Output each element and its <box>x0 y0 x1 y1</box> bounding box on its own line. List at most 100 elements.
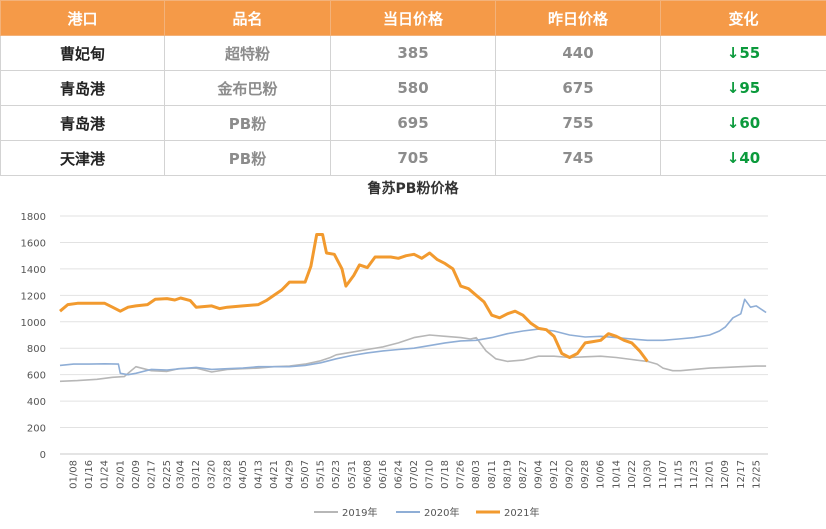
y-tick-label: 1400 <box>21 265 46 276</box>
x-tick-label: 08/27 <box>518 460 529 489</box>
chart-title: 鲁苏PB粉价格 <box>367 180 460 197</box>
x-tick-label: 11/07 <box>658 460 669 489</box>
x-tick-label: 12/25 <box>751 460 762 489</box>
header-port: 港口 <box>0 0 165 36</box>
y-axis: 0 200 400 600 800 1000 1200 1400 1600 1800 <box>21 212 46 461</box>
x-tick-label: 03/20 <box>207 460 218 489</box>
cell-change: ↓55 <box>660 35 826 71</box>
x-tick-label: 09/12 <box>549 460 560 489</box>
cell-product: PB粉 <box>164 105 331 141</box>
x-tick-label: 03/12 <box>191 460 202 489</box>
cell-product: 超特粉 <box>164 35 331 71</box>
x-tick-label: 10/22 <box>627 460 638 489</box>
series-line-2020年 <box>59 298 767 376</box>
y-tick-label: 400 <box>27 397 46 408</box>
cell-change: ↓60 <box>660 105 826 141</box>
y-tick-label: 1800 <box>21 212 46 223</box>
x-tick-label: 09/20 <box>565 460 576 489</box>
x-tick-label: 02/25 <box>162 460 173 489</box>
x-tick-label: 05/31 <box>347 460 358 489</box>
cell-today-price: 695 <box>330 105 496 141</box>
x-tick-label: 01/24 <box>100 460 111 489</box>
x-tick-label: 05/23 <box>331 460 342 489</box>
x-tick-label: 04/05 <box>238 460 249 489</box>
legend-item: 2021年 <box>476 506 539 519</box>
x-tick-label: 08/11 <box>487 460 498 489</box>
x-tick-label: 07/26 <box>456 460 467 489</box>
x-tick-label: 02/17 <box>146 460 157 489</box>
table-header-row: 港口 品名 当日价格 昨日价格 变化 <box>0 0 826 36</box>
x-tick-label: 11/23 <box>689 460 700 489</box>
y-tick-label: 1600 <box>21 238 46 249</box>
cell-product: PB粉 <box>164 140 331 176</box>
header-product: 品名 <box>164 0 331 36</box>
y-tick-label: 0 <box>40 450 46 461</box>
x-tick-label: 10/30 <box>642 460 653 489</box>
x-tick-label: 01/08 <box>69 460 80 489</box>
x-tick-label: 05/07 <box>300 460 311 489</box>
x-axis: 01/08 01/16 01/24 02/01 02/09 02/17 02/25 03/04… <box>69 460 763 489</box>
cell-today-price: 580 <box>330 70 496 106</box>
chart-grid <box>60 215 768 455</box>
cell-yesterday-price: 675 <box>495 70 661 106</box>
x-tick-label: 04/13 <box>253 460 264 489</box>
cell-port: 青岛港 <box>0 70 165 106</box>
series-line-2021年 <box>59 233 649 363</box>
legend-label: 2020年 <box>424 506 459 519</box>
cell-port: 天津港 <box>0 140 165 176</box>
cell-yesterday-price: 755 <box>495 105 661 141</box>
x-tick-label: 10/06 <box>596 460 607 489</box>
cell-port: 曹妃甸 <box>0 35 165 71</box>
x-tick-label: 07/10 <box>425 460 436 489</box>
x-tick-label: 06/16 <box>378 460 389 489</box>
x-tick-label: 03/28 <box>222 460 233 489</box>
x-tick-label: 05/15 <box>316 460 327 489</box>
y-tick-label: 800 <box>27 344 46 355</box>
cell-product: 金布巴粉 <box>164 70 331 106</box>
x-tick-label: 06/08 <box>362 460 373 489</box>
price-chart-svg: 鲁苏PB粉价格 0 200 400 600 800 1000 1200 1400 1600 180… <box>21 180 768 519</box>
y-tick-label: 200 <box>27 424 46 435</box>
x-tick-label: 01/16 <box>84 460 95 489</box>
legend-item: 2019年 <box>314 506 377 519</box>
header-yesterday-price: 昨日价格 <box>495 0 661 36</box>
chart-legend: 2019年 2020年 2021年 <box>314 506 539 519</box>
x-tick-label: 12/01 <box>705 460 716 489</box>
x-tick-label: 09/28 <box>580 460 591 489</box>
x-tick-label: 03/04 <box>176 460 187 489</box>
x-tick-label: 12/09 <box>720 460 731 489</box>
series-lines <box>59 233 767 383</box>
price-table: 港口 品名 当日价格 昨日价格 变化 曹妃甸 超特粉 385 440 ↓55 青… <box>0 0 826 176</box>
x-tick-label: 09/04 <box>533 460 544 489</box>
price-chart: 鲁苏PB粉价格 0 200 400 600 800 1000 1200 1400 1600 180… <box>0 166 826 529</box>
table-row: 天津港 PB粉 705 745 ↓40 <box>0 140 826 176</box>
table-row: 青岛港 金布巴粉 580 675 ↓95 <box>0 70 826 106</box>
x-tick-label: 04/29 <box>285 460 296 489</box>
x-tick-label: 07/18 <box>440 460 451 489</box>
x-tick-label: 02/01 <box>115 460 126 489</box>
legend-item: 2020年 <box>396 506 459 519</box>
x-tick-label: 12/17 <box>736 460 747 489</box>
x-tick-label: 02/09 <box>131 460 142 489</box>
x-tick-label: 07/02 <box>409 460 420 489</box>
x-tick-label: 06/24 <box>393 460 404 489</box>
x-tick-label: 10/14 <box>611 460 622 489</box>
legend-label: 2021年 <box>504 506 539 519</box>
legend-label: 2019年 <box>342 506 377 519</box>
table-row: 青岛港 PB粉 695 755 ↓60 <box>0 105 826 141</box>
cell-change: ↓40 <box>660 140 826 176</box>
y-tick-label: 1200 <box>21 291 46 302</box>
cell-port: 青岛港 <box>0 105 165 141</box>
x-tick-label: 04/21 <box>269 460 280 489</box>
cell-yesterday-price: 440 <box>495 35 661 71</box>
cell-today-price: 385 <box>330 35 496 71</box>
header-change: 变化 <box>660 0 826 36</box>
x-tick-label: 11/15 <box>674 460 685 489</box>
y-tick-label: 600 <box>27 371 46 382</box>
table-row: 曹妃甸 超特粉 385 440 ↓55 <box>0 35 826 71</box>
cell-change: ↓95 <box>660 70 826 106</box>
cell-yesterday-price: 745 <box>495 140 661 176</box>
y-tick-label: 1000 <box>21 318 46 329</box>
header-today-price: 当日价格 <box>330 0 496 36</box>
x-tick-label: 08/19 <box>502 460 513 489</box>
